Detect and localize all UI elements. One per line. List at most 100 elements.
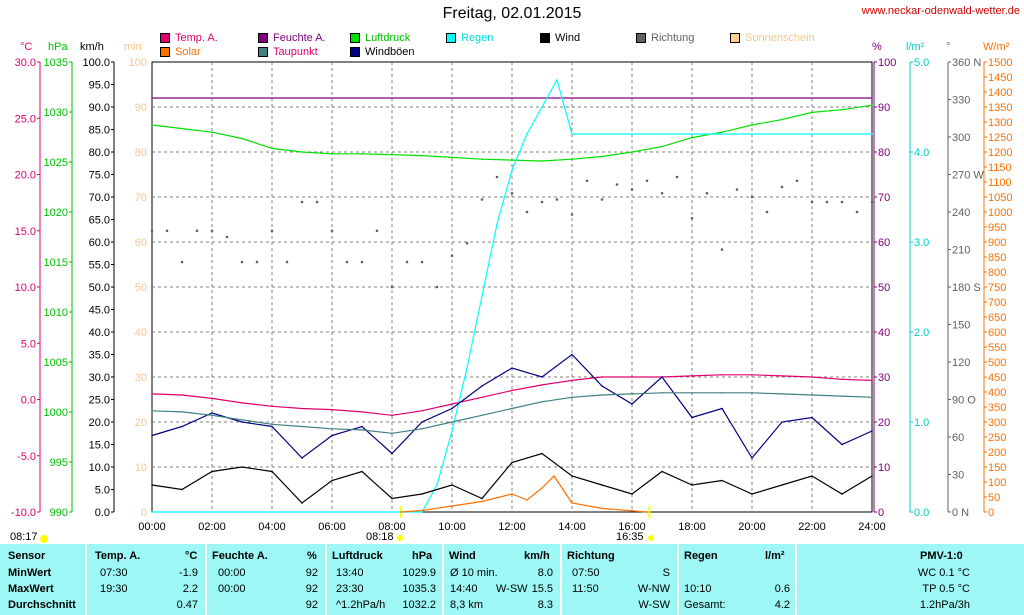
data-point — [811, 475, 813, 477]
temp-tick-label: 15.0 — [15, 226, 36, 238]
summary-cell-label: MaxWert — [8, 583, 54, 595]
direction-point — [300, 200, 304, 204]
data-point — [211, 397, 213, 400]
data-point — [631, 133, 633, 135]
wind-tick-label: 80.0 — [89, 147, 110, 159]
x-tick-label: 06:00 — [318, 521, 346, 533]
x-tick-label: 04:00 — [258, 521, 286, 533]
wind-tick-label: 55.0 — [89, 260, 110, 272]
direction-tick-label: 60 — [952, 432, 964, 444]
data-point — [601, 155, 603, 158]
direction-point — [615, 183, 619, 186]
summary-cell-press-time: ^1.2hPa/h — [336, 599, 386, 611]
summary-row: MinWert 07:30 -1.9 00:00 92 13:40 1029.9 Ø 10 m… — [0, 565, 1024, 582]
axis-unit-label: min — [124, 41, 142, 53]
humidity-tick-label: 60 — [878, 237, 890, 249]
direction-point — [345, 260, 349, 264]
direction-point — [840, 200, 844, 204]
pressure-tick-label: 1005 — [44, 357, 68, 369]
data-point — [571, 379, 573, 382]
direction-point — [585, 179, 589, 183]
data-point — [271, 423, 273, 426]
source-link[interactable]: www.neckar-odenwald-wetter.de — [861, 5, 1020, 17]
summary-header: Sensor Temp. A. °C Feuchte A. % Luftdruc… — [0, 548, 1024, 565]
temp-tick-label: -10.0 — [11, 507, 36, 519]
wind-tick-label: 0.0 — [95, 507, 110, 519]
solar-tick-label: 1250 — [988, 132, 1012, 144]
data-point — [811, 394, 813, 396]
summary-cell-wind-time: 14:40 — [450, 583, 478, 595]
legend-swatch — [258, 33, 268, 43]
data-point — [241, 402, 243, 404]
direction-tick-label: 90 O — [952, 395, 976, 407]
direction-tick-label: 240 — [952, 207, 970, 219]
data-point — [571, 502, 573, 504]
data-point — [451, 156, 453, 159]
axis-unit-label: km/h — [80, 41, 104, 53]
direction-point — [570, 213, 574, 216]
summary-cell-dir-time: 11:50 — [572, 583, 599, 595]
direction-point — [690, 216, 694, 220]
data-point — [481, 295, 483, 297]
x-tick-label: 10:00 — [438, 521, 466, 533]
direction-point — [195, 229, 199, 233]
summary-cell-temp: 2.2 — [182, 583, 198, 595]
humidity-tick-label: 90 — [878, 102, 890, 114]
data-point — [361, 411, 363, 413]
data-point — [871, 430, 873, 432]
summary-cell-rain: 0.6 — [774, 583, 790, 595]
data-point — [661, 145, 663, 148]
wind-tick-label: 20.0 — [89, 417, 110, 429]
data-point — [481, 396, 483, 399]
legend-label: Temp. A. — [175, 32, 218, 44]
direction-point — [795, 179, 799, 183]
data-point — [400, 511, 402, 513]
legend-item: Solar — [160, 46, 201, 58]
data-point — [241, 418, 243, 421]
rain-tick-label: 2.0 — [914, 327, 929, 339]
data-point — [841, 395, 843, 397]
wind-tick-label: 100.0 — [82, 57, 110, 69]
legend-item: Regen — [446, 32, 493, 44]
legend-swatch — [350, 33, 360, 43]
legend-item: Sonnenschein — [730, 32, 815, 44]
legend-swatch — [540, 33, 550, 43]
data-point — [301, 151, 303, 153]
series-layer — [150, 78, 874, 513]
x-tick-label: 12:00 — [498, 521, 526, 533]
chart-title: Freitag, 02.01.2015 — [442, 5, 582, 22]
humidity-tick-label: 40 — [878, 327, 890, 339]
direction-point — [450, 254, 454, 258]
wind-tick-label: 25.0 — [89, 395, 110, 407]
pressure-tick-label: 1030 — [44, 107, 68, 119]
data-point — [451, 484, 453, 486]
wind-tick-label: 40.0 — [89, 327, 110, 339]
data-point — [631, 393, 633, 395]
x-tick-label: 00:00 — [138, 521, 166, 533]
solar-tick-label: 550 — [988, 342, 1006, 354]
data-point — [511, 407, 513, 410]
summary-cell-dir: W-SW — [638, 599, 670, 611]
solar-tick-label: 1300 — [988, 117, 1012, 129]
summary-cell-wind-dir: W-SW — [496, 583, 528, 595]
summary-cell-label: MinWert — [8, 567, 52, 579]
legend-item: Wind — [540, 32, 580, 44]
data-point — [526, 499, 528, 501]
direction-point — [150, 229, 154, 233]
legend-label: Regen — [461, 32, 494, 44]
solar-tick-label: 1400 — [988, 87, 1012, 99]
data-point — [436, 484, 438, 486]
data-point — [421, 493, 423, 495]
summary-cell-temp-time: 19:30 — [100, 583, 128, 595]
data-point — [871, 379, 873, 382]
series-solar — [400, 475, 648, 513]
data-point — [391, 497, 393, 500]
data-point — [151, 409, 153, 412]
summary-cell-dir: S — [662, 567, 670, 579]
data-point — [451, 430, 453, 432]
data-point — [811, 133, 813, 135]
data-point — [721, 373, 723, 376]
direction-point — [645, 179, 649, 183]
wind-tick-label: 30.0 — [89, 372, 110, 384]
minutes-tick-label: 0 — [141, 507, 147, 519]
